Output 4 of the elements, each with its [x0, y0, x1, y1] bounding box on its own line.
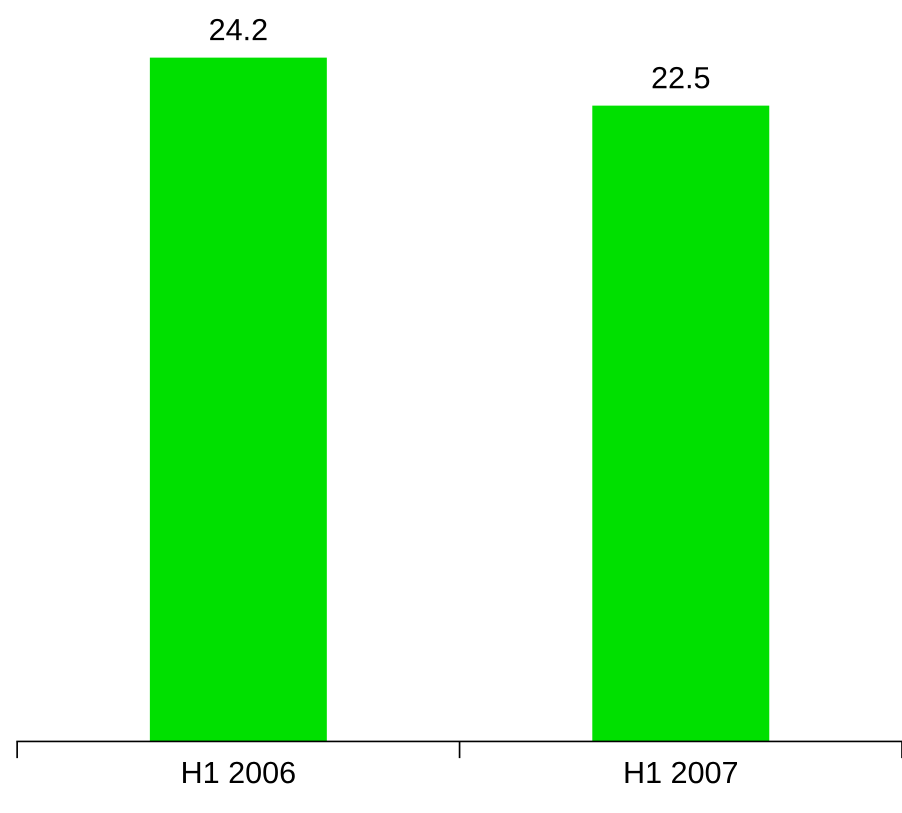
data-label: 24.2 — [210, 18, 267, 40]
x-tick-label: H1 2006 — [183, 762, 295, 784]
x-tick-label: H1 2007 — [626, 762, 738, 784]
data-label: 22.5 — [652, 66, 710, 89]
